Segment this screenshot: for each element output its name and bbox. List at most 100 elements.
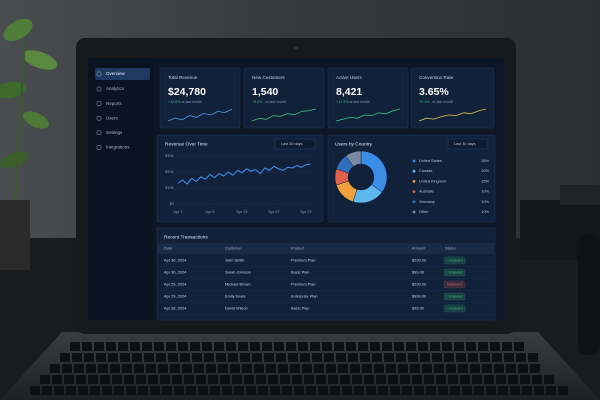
status-badge — [443, 292, 466, 301]
key — [218, 364, 228, 373]
key — [102, 386, 112, 395]
kpi-value: $24,780 — [168, 86, 206, 98]
key — [528, 353, 538, 362]
status-label: Completed — [446, 306, 463, 310]
column-header: Date — [164, 246, 172, 251]
table-cell: Apr 29, 2024 — [164, 294, 187, 299]
key — [358, 342, 368, 351]
key — [366, 386, 376, 395]
dashboard: Overview Analytics Reports Users Settings Int… — [88, 58, 496, 321]
key — [76, 375, 86, 384]
table-cell: Sarah Johnson — [225, 270, 251, 275]
key — [280, 375, 290, 384]
kpi-title: Conversion Rate — [419, 75, 454, 80]
key — [382, 342, 392, 351]
legend-value: 10% — [481, 200, 489, 204]
key — [146, 364, 156, 373]
key — [94, 342, 104, 351]
nav-item[interactable]: Users — [106, 115, 119, 120]
key — [420, 353, 430, 362]
key — [220, 375, 230, 384]
key — [130, 342, 140, 351]
table-cell: Apr 30, 2024 — [164, 258, 187, 263]
key — [90, 386, 100, 395]
key — [490, 342, 500, 351]
status-badge — [443, 268, 466, 277]
key — [298, 342, 308, 351]
key — [42, 386, 52, 395]
dropdown-label[interactable]: Last 30 days — [454, 142, 476, 146]
key — [480, 353, 490, 362]
dropdown[interactable] — [447, 138, 489, 150]
key — [290, 364, 300, 373]
key — [406, 342, 416, 351]
key — [64, 375, 74, 384]
dropdown-label[interactable]: Last 30 days — [281, 142, 303, 146]
key — [394, 342, 404, 351]
key — [96, 353, 106, 362]
legend-name: Australia — [419, 190, 435, 194]
nav-item[interactable]: Reports — [106, 101, 123, 106]
key — [182, 364, 192, 373]
legend-name: Other — [419, 210, 429, 214]
key — [270, 386, 280, 395]
key — [370, 342, 380, 351]
kpi-note: vs last month — [432, 100, 453, 104]
kpi-change: +12.5% — [168, 100, 181, 104]
key — [328, 375, 338, 384]
key — [78, 386, 88, 395]
kpi-value: 8,421 — [336, 86, 362, 98]
key — [226, 342, 236, 351]
nav-item[interactable]: Analytics — [106, 86, 125, 91]
nav-active — [95, 68, 150, 80]
dropdown[interactable] — [274, 138, 316, 150]
key — [546, 386, 556, 395]
key — [396, 353, 406, 362]
key — [294, 386, 304, 395]
key — [478, 342, 488, 351]
key — [278, 364, 288, 373]
key — [222, 386, 232, 395]
key — [148, 375, 158, 384]
key — [336, 353, 346, 362]
key — [322, 342, 332, 351]
legend-dot — [412, 180, 416, 183]
kpi-value: 1,540 — [252, 86, 278, 98]
key — [112, 375, 122, 384]
key — [338, 364, 348, 373]
keyboard — [30, 342, 568, 395]
key — [210, 386, 220, 395]
key — [208, 375, 218, 384]
legend-dot — [412, 200, 416, 204]
key — [514, 342, 524, 351]
key — [268, 375, 278, 384]
legend-dot — [412, 210, 416, 214]
key — [462, 386, 472, 395]
table-cell: Basic Plan — [291, 270, 309, 275]
key — [326, 364, 336, 373]
table-header — [158, 243, 494, 254]
sparkline — [251, 108, 317, 122]
key — [178, 342, 188, 351]
key — [492, 353, 502, 362]
key — [402, 386, 412, 395]
legend-dot — [412, 159, 416, 163]
key — [274, 342, 284, 351]
nav-icon — [96, 101, 102, 106]
table-cell: $299.00 — [412, 258, 427, 263]
key — [384, 353, 394, 362]
key — [190, 342, 200, 351]
nav-item[interactable]: Integrations — [106, 145, 130, 150]
nav-item[interactable]: Overview — [106, 71, 126, 76]
key — [372, 353, 382, 362]
table-title: Recent Transactions — [164, 234, 208, 240]
y-tick-label: $0 — [170, 202, 174, 206]
kpi-note: vs last month — [349, 100, 370, 104]
key — [292, 375, 302, 384]
legend-value: 35% — [481, 159, 489, 163]
key — [74, 364, 84, 373]
nav-item[interactable]: Settings — [106, 130, 123, 135]
key — [62, 364, 72, 373]
kpi-value: 3.65% — [419, 86, 449, 98]
